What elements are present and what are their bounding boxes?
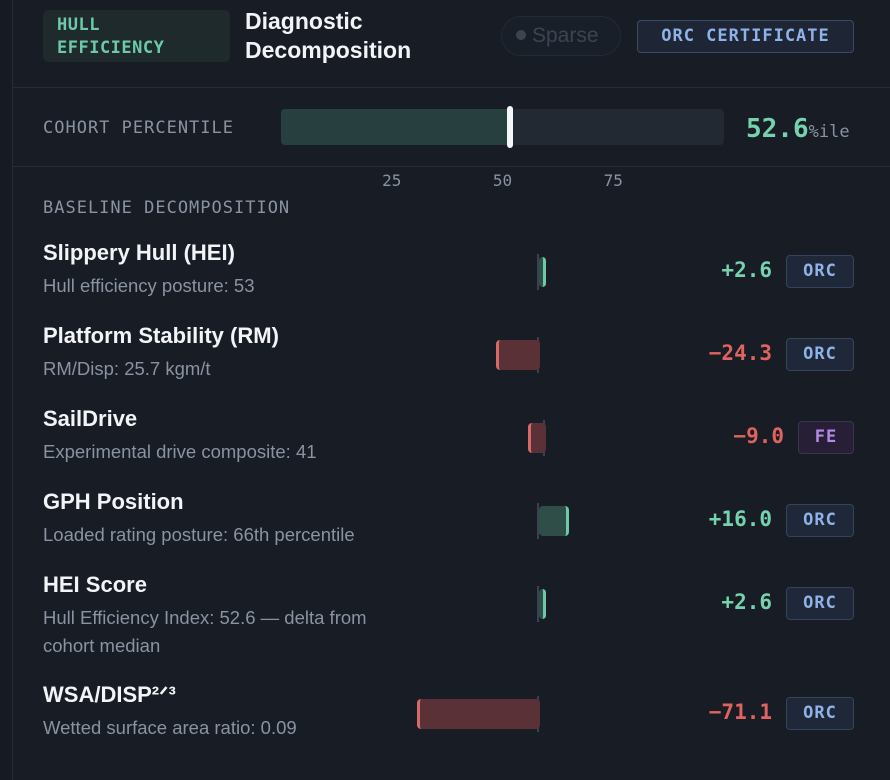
source-badge[interactable]: ORC [786, 504, 854, 537]
contribution-value: −71.1 [708, 700, 772, 724]
source-badge[interactable]: ORC [786, 587, 854, 620]
bar-axis [537, 254, 539, 290]
percentile-track: 25 50 75 [281, 106, 724, 190]
hull-efficiency-tag: HULL EFFICIENCY [43, 10, 230, 62]
orc-certificate-badge[interactable]: ORC CERTIFICATE [637, 20, 854, 53]
sparse-toggle[interactable]: Sparse [501, 16, 621, 56]
source-badge[interactable]: FE [798, 421, 854, 454]
contribution-value: −24.3 [708, 341, 772, 365]
row-name: Platform Stability (RM) [43, 323, 279, 348]
percentile-fill [281, 109, 510, 145]
status-dot-icon [516, 30, 526, 40]
source-badge[interactable]: ORC [786, 697, 854, 730]
row-description: Wetted surface area ratio: 0.09 [43, 717, 297, 738]
source-badge[interactable]: ORC [786, 338, 854, 371]
row-description: RM/Disp: 25.7 kgm/t [43, 358, 211, 379]
row-name: Slippery Hull (HEI) [43, 240, 235, 265]
contribution-value: +2.6 [721, 258, 772, 282]
percentile-marker [507, 106, 514, 148]
contribution-bar [527, 423, 546, 453]
bar-axis [537, 503, 539, 539]
row-name: WSA/DISP²ᐟ³ [43, 682, 176, 707]
panel-title: Diagnostic Decomposition [245, 8, 412, 63]
contribution-value: +2.6 [721, 590, 772, 614]
cohort-percentile-row: COHORT PERCENTILE 25 50 75 52.6%ile [13, 88, 890, 190]
contribution-bar [495, 340, 540, 370]
bar-axis [537, 586, 539, 622]
percentile-unit: %ile [808, 122, 850, 142]
contribution-bar [539, 506, 569, 536]
row-description: Experimental drive composite: 41 [43, 441, 317, 462]
row-description: Hull efficiency posture: 53 [43, 275, 255, 296]
percentile-number: 52.6 [746, 114, 809, 144]
contribution-bar [539, 589, 547, 619]
source-badge[interactable]: ORC [786, 255, 854, 288]
row-name: HEI Score [43, 572, 147, 597]
percentile-tick: 75 [603, 171, 623, 190]
percentile-value: 52.6%ile [746, 114, 850, 144]
section-title: BASELINE DECOMPOSITION [43, 198, 291, 218]
percentile-tick: 25 [382, 171, 402, 190]
row-description: Loaded rating posture: 66th percentile [43, 524, 355, 545]
cohort-percentile-label: COHORT PERCENTILE [43, 118, 234, 138]
row-name: GPH Position [43, 489, 184, 514]
contribution-value: +16.0 [708, 507, 772, 531]
percentile-tick: 50 [492, 171, 513, 190]
contribution-bar [539, 257, 547, 287]
sparse-label: Sparse [532, 24, 599, 47]
row-name: SailDrive [43, 406, 138, 431]
contribution-value: −9.0 [733, 424, 784, 448]
hull-efficiency-panel: HULL EFFICIENCY Diagnostic Decomposition… [12, 0, 890, 780]
contribution-bar [417, 699, 540, 729]
row-description: Hull Efficiency Index: 52.6 — delta from… [43, 607, 367, 656]
panel-header: HULL EFFICIENCY Diagnostic Decomposition… [13, 0, 890, 88]
